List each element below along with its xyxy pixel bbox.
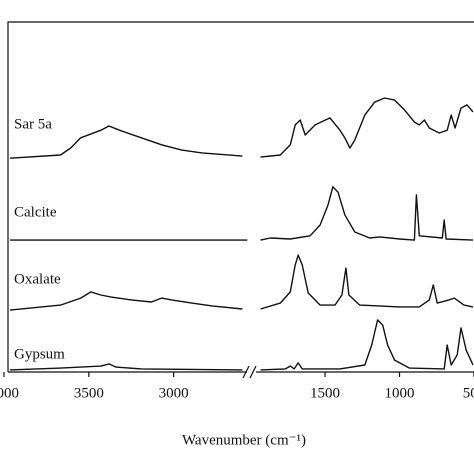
x-axis-label: Wavenumber (cm⁻¹) [182,432,306,448]
series-label: Sar 5a [14,116,52,132]
series-label: Oxalate [14,271,61,287]
x-tick-label: 1500 [310,385,340,401]
x-tick-label: 4000 [0,385,19,401]
series-label: Calcite [14,204,57,220]
x-tick-label: 500 [463,385,474,401]
x-tick-label: 3500 [74,385,104,401]
spectrum-line [10,319,474,371]
axis-break [242,365,257,379]
plot-frame [7,21,474,372]
spectrum-line [10,186,474,241]
x-tick-label: 1000 [385,385,415,401]
spectrum-line [10,254,474,311]
series-label: Gypsum [14,346,65,362]
x-tick-label: 3000 [159,385,189,401]
spectrum-line [10,97,474,159]
